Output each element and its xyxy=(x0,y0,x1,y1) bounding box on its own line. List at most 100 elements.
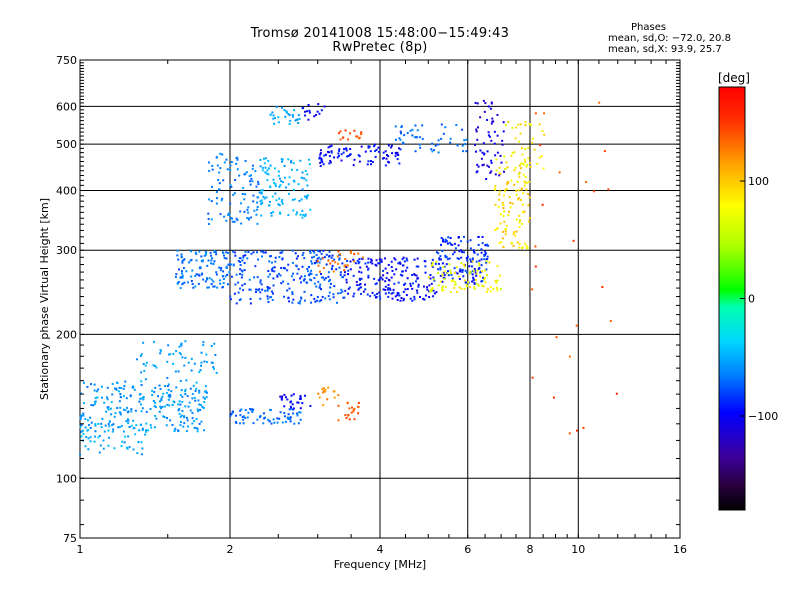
data-point xyxy=(382,151,385,154)
data-point xyxy=(81,429,84,432)
data-point xyxy=(215,155,218,158)
data-point xyxy=(490,122,493,125)
data-point xyxy=(393,282,396,285)
data-point xyxy=(292,407,295,410)
data-point xyxy=(306,184,309,187)
data-point xyxy=(232,250,235,253)
data-point xyxy=(305,197,308,200)
data-point xyxy=(396,294,399,297)
data-point xyxy=(517,172,520,175)
data-point xyxy=(448,241,451,244)
data-point xyxy=(273,117,276,120)
data-point xyxy=(222,179,225,182)
data-point xyxy=(474,150,477,153)
data-point xyxy=(488,261,491,264)
data-point xyxy=(79,425,82,428)
data-point xyxy=(469,260,472,263)
data-point xyxy=(218,182,221,185)
data-point xyxy=(256,205,259,208)
data-point xyxy=(523,210,526,213)
data-point xyxy=(125,420,128,423)
data-point xyxy=(125,446,128,449)
data-point xyxy=(282,295,285,298)
data-point xyxy=(436,272,439,275)
data-point xyxy=(249,407,252,410)
data-point xyxy=(345,278,348,281)
data-point xyxy=(184,356,187,359)
data-point xyxy=(267,159,270,162)
data-point xyxy=(321,257,324,260)
data-point xyxy=(136,452,139,455)
data-point xyxy=(264,171,267,174)
data-point xyxy=(252,251,255,254)
data-point xyxy=(411,134,414,137)
data-point xyxy=(245,171,248,174)
data-point xyxy=(94,400,97,403)
data-point xyxy=(494,154,497,157)
data-point xyxy=(187,361,190,364)
data-point xyxy=(472,269,475,272)
data-point xyxy=(317,264,320,267)
data-point xyxy=(406,132,409,135)
data-point xyxy=(453,251,456,254)
data-point xyxy=(422,297,425,300)
data-point xyxy=(481,151,484,154)
data-point xyxy=(330,144,333,147)
data-point xyxy=(494,229,497,232)
data-point xyxy=(134,409,137,412)
data-point xyxy=(283,405,286,408)
data-point xyxy=(143,369,146,372)
data-point xyxy=(290,407,293,410)
data-point xyxy=(378,261,381,264)
data-point xyxy=(322,163,325,166)
data-point xyxy=(378,295,381,298)
x-tick-label: 16 xyxy=(673,543,687,556)
data-point xyxy=(84,418,87,421)
data-point xyxy=(249,302,252,305)
data-point xyxy=(592,190,595,193)
data-point xyxy=(277,116,280,119)
data-point xyxy=(140,353,143,356)
data-point xyxy=(198,389,201,392)
data-point xyxy=(517,123,520,126)
data-point xyxy=(508,210,511,213)
data-point xyxy=(268,204,271,207)
data-point xyxy=(267,269,270,272)
data-point xyxy=(343,296,346,299)
data-point xyxy=(233,220,236,223)
data-point xyxy=(337,262,340,265)
data-point xyxy=(82,412,85,415)
data-point xyxy=(99,444,102,447)
data-point xyxy=(404,269,407,272)
data-point xyxy=(227,263,230,266)
data-point xyxy=(310,269,313,272)
data-point xyxy=(185,270,188,273)
data-point xyxy=(502,207,505,210)
data-point xyxy=(387,160,390,163)
data-point xyxy=(345,416,348,419)
data-point xyxy=(397,281,400,284)
data-point xyxy=(205,353,208,356)
data-point xyxy=(524,242,527,245)
data-point xyxy=(506,180,509,183)
data-point xyxy=(477,235,480,238)
data-point xyxy=(329,262,332,265)
data-point xyxy=(254,291,257,294)
data-point xyxy=(165,417,168,420)
data-point xyxy=(519,198,522,201)
data-point xyxy=(451,277,454,280)
data-point xyxy=(520,162,523,165)
data-point xyxy=(244,159,247,162)
data-point xyxy=(100,396,103,399)
data-point xyxy=(487,105,490,108)
data-point xyxy=(107,436,110,439)
data-point xyxy=(522,192,525,195)
data-point xyxy=(471,259,474,262)
data-point xyxy=(429,290,432,293)
colorbar-tick-label: −100 xyxy=(748,410,778,423)
data-point xyxy=(523,180,526,183)
data-point xyxy=(354,262,357,265)
data-point xyxy=(216,197,219,200)
data-point xyxy=(278,177,281,180)
data-point xyxy=(529,124,532,127)
